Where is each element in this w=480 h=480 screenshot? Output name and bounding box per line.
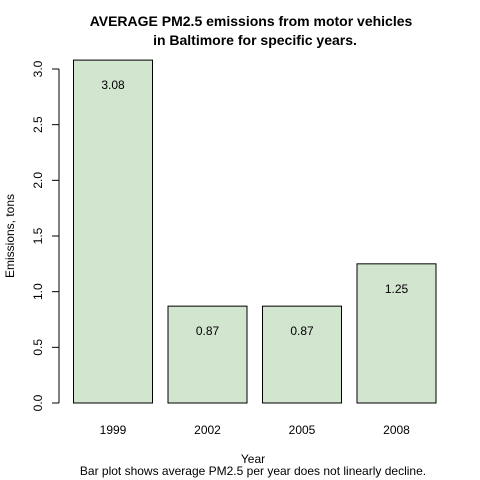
y-tick-label: 1.5: [31, 227, 45, 244]
bar-2008: [356, 263, 437, 404]
data-label-2005: 0.87: [290, 324, 314, 338]
data-label-1999: 3.08: [101, 78, 125, 92]
data-label-2008: 1.25: [385, 282, 409, 296]
chart-title-line-1: AVERAGE PM2.5 emissions from motor vehic…: [90, 13, 413, 29]
data-label-2002: 0.87: [196, 324, 220, 338]
y-tick-label: 2.5: [31, 116, 45, 133]
y-tick-label: 2.0: [31, 172, 45, 189]
y-axis-title: Emissions, tons: [3, 194, 17, 278]
y-tick-label: 0.0: [31, 394, 45, 411]
x-tick-label-2002: 2002: [194, 423, 221, 437]
x-tick-label-2008: 2008: [383, 423, 410, 437]
bar-1999: [73, 59, 153, 404]
y-tick-label: 3.0: [31, 60, 45, 77]
y-tick-label: 0.5: [31, 339, 45, 356]
chart-caption: Bar plot shows average PM2.5 per year do…: [80, 464, 426, 478]
bar-2002: [167, 305, 248, 404]
x-tick-labels-group: 1999 2002 2005 2008: [100, 423, 411, 437]
y-tick-label: 1.0: [31, 283, 45, 300]
bars-group: [73, 59, 437, 404]
x-tick-label-2005: 2005: [289, 423, 316, 437]
x-tick-label-1999: 1999: [100, 423, 127, 437]
y-ticks-group: 0.0 0.5 1.0 1.5 2.0 2.5 3.0: [31, 60, 59, 411]
x-axis-title: Year: [241, 452, 265, 466]
data-labels-group: 3.08 0.87 0.87 1.25: [101, 78, 408, 338]
chart-title-line-2: in Baltimore for specific years.: [153, 32, 357, 48]
bar-2005: [262, 305, 342, 404]
